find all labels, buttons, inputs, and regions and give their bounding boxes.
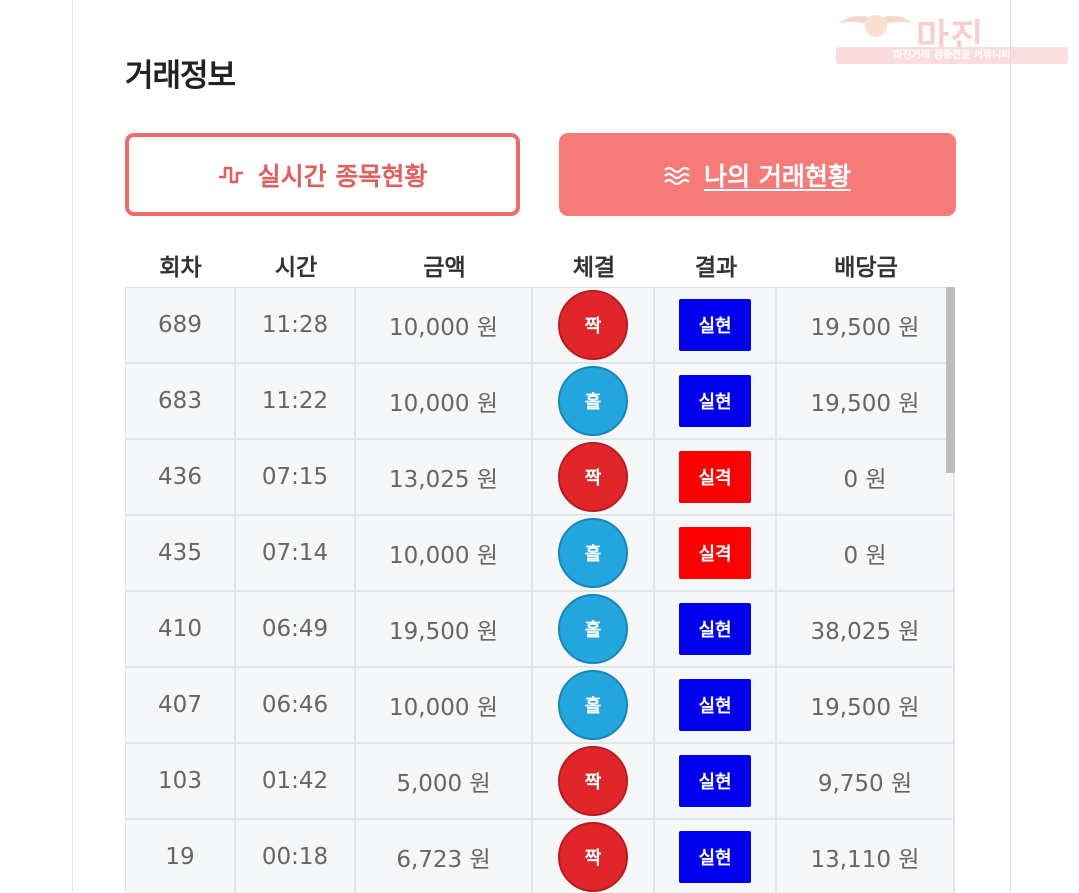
pick-cell: 짝 — [533, 440, 655, 514]
round-cell: 407 — [125, 668, 236, 742]
my-trades-label: 나의 거래현황 — [704, 161, 851, 191]
payout-cell: 19,500 원 — [777, 668, 955, 742]
result-badge: 실현 — [679, 603, 751, 655]
pick-cell: 짝 — [533, 744, 655, 818]
live-status-button[interactable]: 실시간 종목현황 — [125, 133, 520, 216]
result-badge: 실현 — [679, 375, 751, 427]
my-trades-button[interactable]: 나의 거래현황 — [559, 133, 956, 216]
result-badge: 실격 — [679, 527, 751, 579]
amount-cell: 10,000 원 — [356, 288, 533, 362]
amount-cell: 6,723 원 — [356, 820, 533, 893]
result-cell: 실현 — [655, 744, 777, 818]
payout-cell: 19,500 원 — [777, 364, 955, 438]
amount-cell: 19,500 원 — [356, 592, 533, 666]
header-time: 시간 — [274, 255, 318, 281]
header-round: 회차 — [159, 255, 202, 281]
result-badge: 실현 — [679, 299, 751, 351]
watermark-subtitle: 마진거래 검증전문 커뮤니티 — [836, 47, 1068, 64]
result-cell: 실격 — [655, 440, 777, 514]
pick-badge: 짝 — [558, 290, 628, 360]
result-cell: 실현 — [655, 668, 777, 742]
round-cell: 689 — [125, 288, 236, 362]
result-cell: 실현 — [655, 364, 777, 438]
table-header: 회차 시간 금액 체결 결과 배당금 — [125, 248, 955, 284]
time-cell: 06:49 — [236, 592, 356, 666]
amount-cell: 13,025 원 — [356, 440, 533, 514]
time-cell: 06:46 — [236, 668, 356, 742]
payout-cell: 38,025 원 — [777, 592, 955, 666]
result-cell: 실현 — [655, 820, 777, 893]
round-cell: 435 — [125, 516, 236, 590]
result-cell: 실격 — [655, 516, 777, 590]
round-cell: 410 — [125, 592, 236, 666]
pick-badge: 홀 — [558, 518, 628, 588]
pick-badge: 홀 — [558, 594, 628, 664]
time-cell: 01:42 — [236, 744, 356, 818]
pick-badge: 짝 — [558, 822, 628, 892]
result-cell: 실현 — [655, 288, 777, 362]
time-cell: 07:14 — [236, 516, 356, 590]
pick-cell: 짝 — [533, 820, 655, 893]
round-cell: 436 — [125, 440, 236, 514]
header-amount: 금액 — [423, 255, 466, 281]
payout-cell: 9,750 원 — [777, 744, 955, 818]
time-cell: 11:28 — [236, 288, 356, 362]
table-row: 19 00:18 6,723 원 짝 실현 13,110 원 — [125, 820, 955, 893]
pick-cell: 홀 — [533, 668, 655, 742]
payout-cell: 13,110 원 — [777, 820, 955, 893]
amount-cell: 10,000 원 — [356, 516, 533, 590]
pick-badge: 짝 — [558, 442, 628, 512]
result-badge: 실현 — [679, 831, 751, 883]
table-row: 689 11:28 10,000 원 짝 실현 19,500 원 — [125, 288, 955, 364]
pick-badge: 홀 — [558, 670, 628, 740]
pick-cell: 홀 — [533, 364, 655, 438]
table-row: 103 01:42 5,000 원 짝 실현 9,750 원 — [125, 744, 955, 820]
amount-cell: 5,000 원 — [356, 744, 533, 818]
table-row: 435 07:14 10,000 원 홀 실격 0 원 — [125, 516, 955, 592]
table-row: 407 06:46 10,000 원 홀 실현 19,500 원 — [125, 668, 955, 744]
time-cell: 11:22 — [236, 364, 356, 438]
pick-badge: 홀 — [558, 366, 628, 436]
watermark-logo: 마진 마진거래 검증전문 커뮤니티 — [836, 6, 1070, 64]
time-cell: 00:18 — [236, 820, 356, 893]
amount-cell: 10,000 원 — [356, 364, 533, 438]
page-title: 거래정보 — [125, 58, 236, 94]
result-badge: 실현 — [679, 679, 751, 731]
header-pick: 체결 — [572, 255, 616, 281]
pulse-icon — [218, 164, 244, 186]
table-row: 410 06:49 19,500 원 홀 실현 38,025 원 — [125, 592, 955, 668]
pick-cell: 짝 — [533, 288, 655, 362]
payout-cell: 0 원 — [777, 440, 955, 514]
payout-cell: 0 원 — [777, 516, 955, 590]
time-cell: 07:15 — [236, 440, 356, 514]
table-row: 436 07:15 13,025 원 짝 실격 0 원 — [125, 440, 955, 516]
table-row: 683 11:22 10,000 원 홀 실현 19,500 원 — [125, 364, 955, 440]
amount-cell: 10,000 원 — [356, 668, 533, 742]
pick-cell: 홀 — [533, 592, 655, 666]
result-badge: 실격 — [679, 451, 751, 503]
pick-cell: 홀 — [533, 516, 655, 590]
live-status-label: 실시간 종목현황 — [257, 161, 428, 191]
header-result: 결과 — [694, 255, 738, 281]
header-payout: 배당금 — [834, 255, 898, 281]
pick-badge: 짝 — [558, 746, 628, 816]
emblem-icon — [838, 15, 914, 37]
round-cell: 103 — [125, 744, 236, 818]
round-cell: 19 — [125, 820, 236, 893]
payout-cell: 19,500 원 — [777, 288, 955, 362]
trade-table[interactable]: 689 11:28 10,000 원 짝 실현 19,500 원 683 11:22 10,00… — [125, 287, 955, 893]
table-scrollbar[interactable] — [946, 287, 955, 473]
round-cell: 683 — [125, 364, 236, 438]
result-badge: 실현 — [679, 755, 751, 807]
waves-icon — [664, 165, 690, 185]
result-cell: 실현 — [655, 592, 777, 666]
